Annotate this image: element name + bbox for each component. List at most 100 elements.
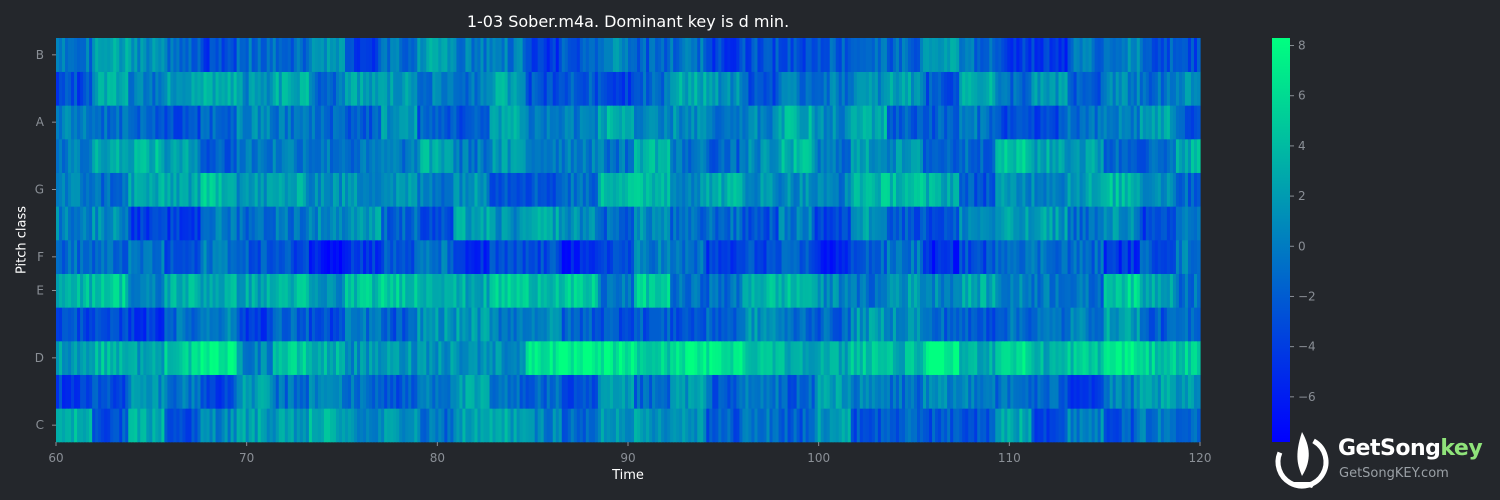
heatmap-cell bbox=[1013, 374, 1017, 409]
heatmap-cell bbox=[366, 273, 370, 308]
heatmap-cell bbox=[796, 139, 801, 173]
heatmap-cell bbox=[320, 341, 325, 375]
heatmap-cell bbox=[335, 273, 340, 308]
heatmap-cell bbox=[167, 139, 171, 173]
heatmap-cell bbox=[1028, 172, 1033, 207]
heatmap-cell bbox=[907, 240, 912, 274]
heatmap-cell bbox=[886, 172, 891, 207]
heatmap-cell bbox=[266, 71, 271, 106]
heatmap-cell bbox=[1040, 307, 1045, 342]
heatmap-cell bbox=[435, 374, 439, 409]
heatmap-cell bbox=[727, 341, 731, 375]
heatmap-cell bbox=[1193, 105, 1198, 140]
heatmap-cell bbox=[977, 374, 981, 409]
heatmap-cell bbox=[236, 206, 241, 241]
heatmap-cell bbox=[299, 341, 304, 375]
heatmap-cell bbox=[700, 307, 704, 342]
heatmap-cell bbox=[983, 172, 987, 207]
heatmap-cell bbox=[80, 307, 84, 342]
heatmap-cell bbox=[477, 71, 482, 106]
heatmap-cell bbox=[1016, 206, 1020, 241]
heatmap-cell bbox=[721, 374, 725, 409]
heatmap-cell bbox=[1172, 307, 1177, 342]
heatmap-cell bbox=[1013, 273, 1017, 308]
heatmap-cell bbox=[1163, 206, 1168, 241]
heatmap-cell bbox=[676, 374, 680, 409]
heatmap-cell bbox=[1187, 341, 1192, 375]
heatmap-cell bbox=[874, 172, 879, 207]
heatmap-cell bbox=[1028, 71, 1033, 106]
heatmap-cell bbox=[1082, 38, 1087, 72]
heatmap-cell bbox=[670, 172, 674, 207]
heatmap-cell bbox=[914, 105, 918, 140]
heatmap-cell bbox=[137, 105, 141, 140]
heatmap-cell bbox=[426, 273, 430, 308]
heatmap-cell bbox=[438, 240, 442, 274]
heatmap-cell bbox=[1022, 206, 1026, 241]
heatmap-cell bbox=[910, 408, 915, 443]
heatmap-cell bbox=[1139, 408, 1144, 443]
heatmap-cell bbox=[772, 374, 777, 409]
heatmap-cell bbox=[62, 139, 66, 173]
heatmap-cell bbox=[1109, 172, 1114, 207]
heatmap-cell bbox=[956, 273, 960, 308]
heatmap-cell bbox=[968, 341, 972, 375]
heatmap-cell bbox=[694, 408, 698, 443]
heatmap-cell bbox=[417, 374, 421, 409]
heatmap-cell bbox=[820, 38, 825, 72]
heatmap-cell bbox=[1178, 307, 1183, 342]
heatmap-cell bbox=[293, 71, 298, 106]
heatmap-cell bbox=[793, 105, 798, 140]
heatmap-cell bbox=[634, 172, 638, 207]
heatmap-cell bbox=[998, 273, 1002, 308]
heatmap-cell bbox=[1076, 206, 1081, 241]
heatmap-cell bbox=[901, 374, 906, 409]
heatmap-cell bbox=[606, 71, 611, 106]
heatmap-cell bbox=[1133, 172, 1138, 207]
heatmap-cell bbox=[673, 408, 677, 443]
heatmap-cell bbox=[652, 71, 656, 106]
heatmap-cell bbox=[471, 206, 476, 241]
heatmap-cell bbox=[296, 38, 301, 72]
heatmap-cell bbox=[510, 105, 515, 140]
heatmap-cell bbox=[661, 38, 665, 72]
heatmap-cell bbox=[1121, 206, 1126, 241]
heatmap-cell bbox=[68, 341, 72, 375]
heatmap-cell bbox=[1136, 408, 1141, 443]
heatmap-cell bbox=[588, 38, 593, 72]
heatmap-cell bbox=[170, 139, 175, 173]
heatmap-cell bbox=[432, 307, 436, 342]
heatmap-cell bbox=[510, 139, 515, 173]
heatmap-cell bbox=[917, 341, 921, 375]
heatmap-cell bbox=[146, 206, 150, 241]
heatmap-cell bbox=[275, 273, 280, 308]
heatmap-cell bbox=[1151, 206, 1156, 241]
heatmap-cell bbox=[1004, 105, 1008, 140]
heatmap-cell bbox=[1034, 71, 1039, 106]
heatmap-cell bbox=[1073, 273, 1078, 308]
heatmap-cell bbox=[968, 374, 972, 409]
heatmap-cell bbox=[1130, 240, 1135, 274]
heatmap-cell bbox=[603, 341, 608, 375]
heatmap-cell bbox=[399, 240, 403, 274]
heatmap-cell bbox=[790, 71, 795, 106]
heatmap-cell bbox=[1136, 341, 1141, 375]
heatmap-cell bbox=[974, 307, 978, 342]
heatmap-cell bbox=[1127, 172, 1132, 207]
heatmap-cell bbox=[375, 240, 379, 274]
heatmap-cell bbox=[260, 341, 265, 375]
heatmap-cell bbox=[1094, 105, 1099, 140]
heatmap-cell bbox=[1067, 206, 1072, 241]
heatmap-cell bbox=[570, 341, 575, 375]
heatmap-cell bbox=[1160, 71, 1165, 106]
heatmap-cell bbox=[146, 240, 150, 274]
heatmap-cell bbox=[116, 374, 120, 409]
heatmap-cell bbox=[317, 240, 322, 274]
heatmap-cell bbox=[793, 307, 798, 342]
heatmap-cell bbox=[221, 139, 226, 173]
heatmap-cell bbox=[1007, 273, 1011, 308]
heatmap-cell bbox=[483, 408, 488, 443]
heatmap-cell bbox=[965, 139, 969, 173]
heatmap-cell bbox=[1112, 139, 1117, 173]
heatmap-cell bbox=[667, 341, 671, 375]
